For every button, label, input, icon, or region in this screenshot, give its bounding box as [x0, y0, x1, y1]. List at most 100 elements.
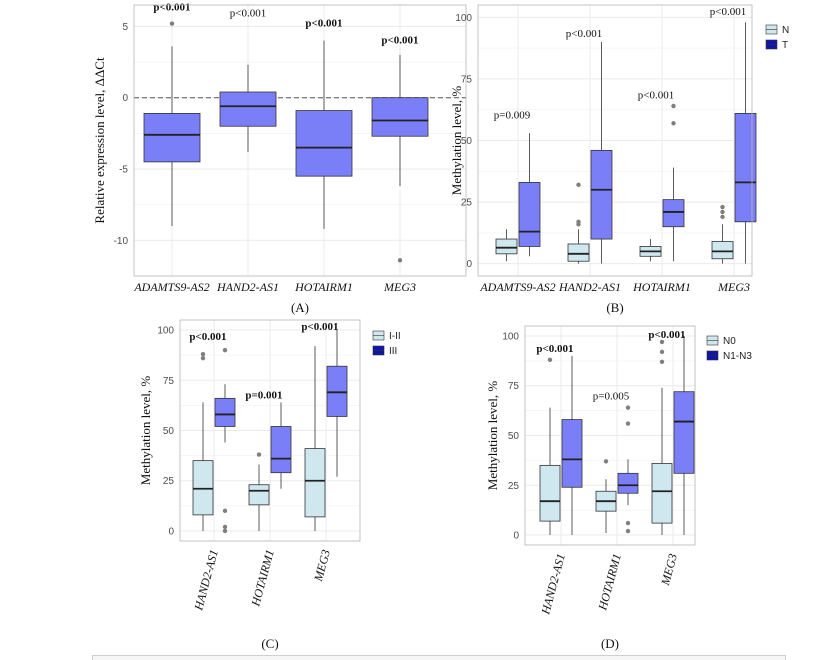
legend-label: I-II — [389, 331, 401, 342]
panel-label: (A) — [291, 300, 309, 315]
panel-B: 0 25 50 75 100 p=0.009 p<0.001 p<0.001 p<0.001 AD… — [449, 4, 789, 315]
y-tick-label: 75 — [508, 381, 520, 392]
p-value-annotation: p=0.001 — [245, 389, 282, 401]
x-category-label: HAND2-AS1 — [538, 552, 568, 616]
boxplot — [595, 459, 617, 534]
legend-label: T — [782, 40, 788, 51]
y-tick-label: 100 — [157, 326, 174, 337]
plot-border — [477, 4, 753, 277]
p-value-annotation: p=0.005 — [593, 391, 630, 403]
boxplot — [561, 355, 583, 536]
y-tick-label: 50 — [461, 136, 473, 147]
boxplot — [590, 41, 613, 264]
p-value-annotation: p<0.001 — [536, 343, 573, 355]
outlier-point — [169, 21, 175, 26]
outlier-point — [200, 355, 206, 361]
boxplot — [639, 239, 662, 262]
box — [304, 448, 326, 518]
boxplot — [495, 229, 518, 262]
panel-label: (B) — [606, 300, 623, 315]
outlier-point — [603, 459, 609, 464]
boxplot — [673, 335, 695, 536]
y-tick-label: 50 — [163, 426, 175, 437]
outlier-point — [625, 405, 631, 410]
boxplot — [143, 21, 201, 227]
box — [295, 110, 353, 177]
boxplot — [304, 346, 326, 531]
p-value-annotation: p<0.001 — [189, 331, 226, 343]
bottom-scroll-strip — [92, 655, 786, 660]
box — [561, 419, 583, 488]
y-tick-label: -5 — [119, 165, 128, 176]
y-tick-label: 25 — [508, 481, 520, 492]
x-category-label: MEG3 — [311, 548, 333, 583]
panel-C: 0 25 50 75 100 p<0.001 p=0.001 p<0.001 HAND2-AS1… — [138, 319, 401, 651]
outlier-point — [222, 528, 228, 534]
y-axis-label: Relative expression level, ΔΔCt — [92, 57, 107, 224]
y-axis-label: Methylation level, % — [138, 376, 153, 486]
boxplot — [214, 347, 236, 534]
box — [270, 426, 292, 474]
y-axis-label: Methylation level, % — [485, 381, 500, 491]
boxplot — [326, 330, 348, 477]
outlier-point — [720, 209, 725, 215]
outlier-point — [576, 182, 581, 188]
outlier-point — [659, 359, 665, 365]
outlier-point — [222, 347, 228, 353]
panel-label: (C) — [261, 636, 278, 651]
p-value-annotation: p<0.001 — [648, 329, 685, 341]
x-category-label: ADAMTS9-AS2 — [133, 280, 209, 294]
boxplot — [539, 357, 561, 536]
boxplot — [617, 405, 639, 534]
box — [673, 391, 695, 474]
box — [590, 149, 613, 240]
box — [662, 199, 685, 228]
y-tick-label: 0 — [513, 531, 519, 542]
p-value-annotation: p<0.001 — [381, 35, 418, 47]
legend-label: N0 — [723, 336, 736, 347]
p-value-annotation: p<0.001 — [566, 28, 602, 40]
x-category-label: HOTAIRM1 — [248, 548, 277, 608]
x-category-label: MEG3 — [658, 552, 680, 587]
boxplot — [651, 339, 673, 536]
boxplot — [371, 54, 429, 263]
x-category-label: HAND2-AS1 — [191, 548, 221, 612]
y-tick-label: 100 — [502, 331, 519, 342]
plot-border — [179, 319, 361, 542]
box — [371, 97, 429, 137]
box — [143, 113, 201, 163]
legend-label: N1-N3 — [723, 351, 752, 362]
panel-label: (D) — [601, 636, 619, 651]
outlier-point — [625, 520, 631, 526]
box — [219, 91, 277, 127]
legend-label: N — [782, 25, 789, 36]
box — [651, 462, 673, 524]
boxplot — [270, 402, 292, 489]
plot-border — [524, 325, 696, 546]
y-tick-label: 100 — [455, 13, 472, 24]
p-value-annotation: p<0.001 — [305, 17, 342, 29]
y-tick-label: 0 — [168, 526, 174, 537]
y-tick-label: 5 — [122, 22, 128, 33]
box — [539, 464, 561, 522]
x-category-label: ADAMTS9-AS2 — [479, 280, 555, 294]
outlier-point — [659, 339, 665, 345]
legend: NT — [765, 24, 789, 51]
boxplot — [734, 22, 757, 264]
outlier-point — [625, 421, 631, 426]
boxplot — [248, 452, 270, 531]
y-tick-label: 0 — [122, 93, 128, 104]
y-tick-label: 50 — [508, 431, 520, 442]
plot-border — [133, 4, 467, 277]
legend: N0 N1-N3 — [706, 335, 752, 362]
x-category-label: MEG3 — [717, 280, 750, 294]
outlier-point — [720, 214, 725, 220]
box — [326, 365, 348, 417]
y-tick-label: 75 — [163, 376, 175, 387]
boxplot — [711, 204, 734, 264]
box — [495, 238, 518, 255]
box — [711, 241, 734, 260]
box — [214, 397, 236, 427]
y-tick-label: 75 — [461, 74, 473, 85]
p-value-annotation: p<0.001 — [230, 7, 266, 19]
